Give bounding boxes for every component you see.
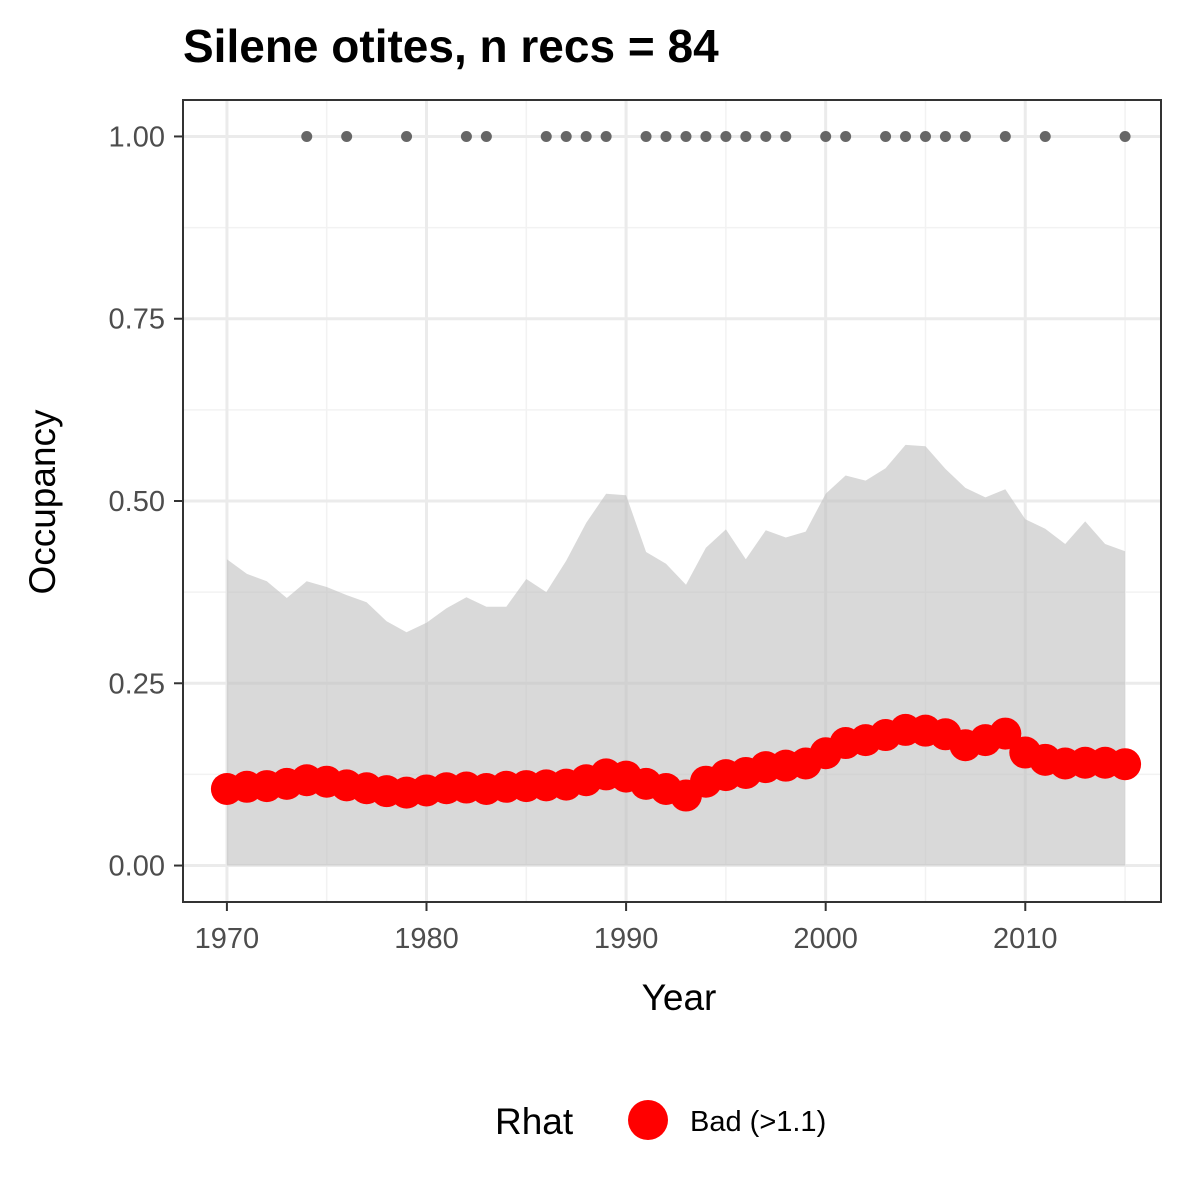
record-point: [660, 130, 672, 142]
record-point: [880, 130, 892, 142]
record-point: [820, 130, 832, 142]
credible-interval-ribbon: [226, 444, 1126, 866]
y-tick-label: 0.50: [109, 486, 165, 518]
record-point: [640, 130, 652, 142]
record-point: [760, 130, 772, 142]
record-point: [480, 130, 492, 142]
y-tick-label: 1.00: [109, 121, 165, 153]
record-point: [919, 130, 931, 142]
record-point: [999, 130, 1011, 142]
record-point: [540, 130, 552, 142]
occupancy-point: [1109, 748, 1142, 781]
x-tick-label: 1980: [394, 923, 459, 955]
record-point: [341, 130, 353, 142]
record-point: [900, 130, 912, 142]
x-axis: 1970 1980 1990 2000 2010: [195, 902, 1058, 955]
record-point: [600, 130, 612, 142]
legend-key-bad: [628, 1100, 668, 1140]
x-axis-title: Year: [642, 977, 717, 1018]
record-point: [1119, 130, 1131, 142]
record-point: [780, 130, 792, 142]
record-point: [580, 130, 592, 142]
record-point: [680, 130, 692, 142]
y-axis: 0.00 0.25 0.50 0.75 1.00: [109, 121, 183, 883]
legend: Rhat Bad (>1.1): [495, 1100, 826, 1142]
y-tick-label: 0.75: [109, 304, 165, 336]
record-points-layer: [301, 130, 1131, 142]
record-point: [700, 130, 712, 142]
record-point: [1039, 130, 1051, 142]
record-point: [959, 130, 971, 142]
record-point: [401, 130, 413, 142]
x-tick-label: 2000: [793, 923, 858, 955]
legend-label-bad: Bad (>1.1): [690, 1106, 826, 1138]
chart-title: Silene otites, n recs = 84: [183, 20, 719, 72]
y-tick-label: 0.00: [109, 851, 165, 883]
record-point: [301, 130, 313, 142]
record-point: [460, 130, 472, 142]
y-tick-label: 0.25: [109, 668, 165, 700]
x-tick-label: 1970: [195, 923, 260, 955]
record-point: [720, 130, 732, 142]
record-point: [740, 130, 752, 142]
y-axis-title: Occupancy: [22, 409, 63, 595]
credible-interval-layer: [226, 444, 1126, 866]
record-point: [939, 130, 951, 142]
trend-line-layer: [210, 713, 1142, 812]
occupancy-point: [989, 717, 1022, 750]
legend-title: Rhat: [495, 1101, 574, 1142]
record-point: [840, 130, 852, 142]
x-tick-label: 1990: [594, 923, 659, 955]
record-point: [560, 130, 572, 142]
x-tick-label: 2010: [993, 923, 1058, 955]
